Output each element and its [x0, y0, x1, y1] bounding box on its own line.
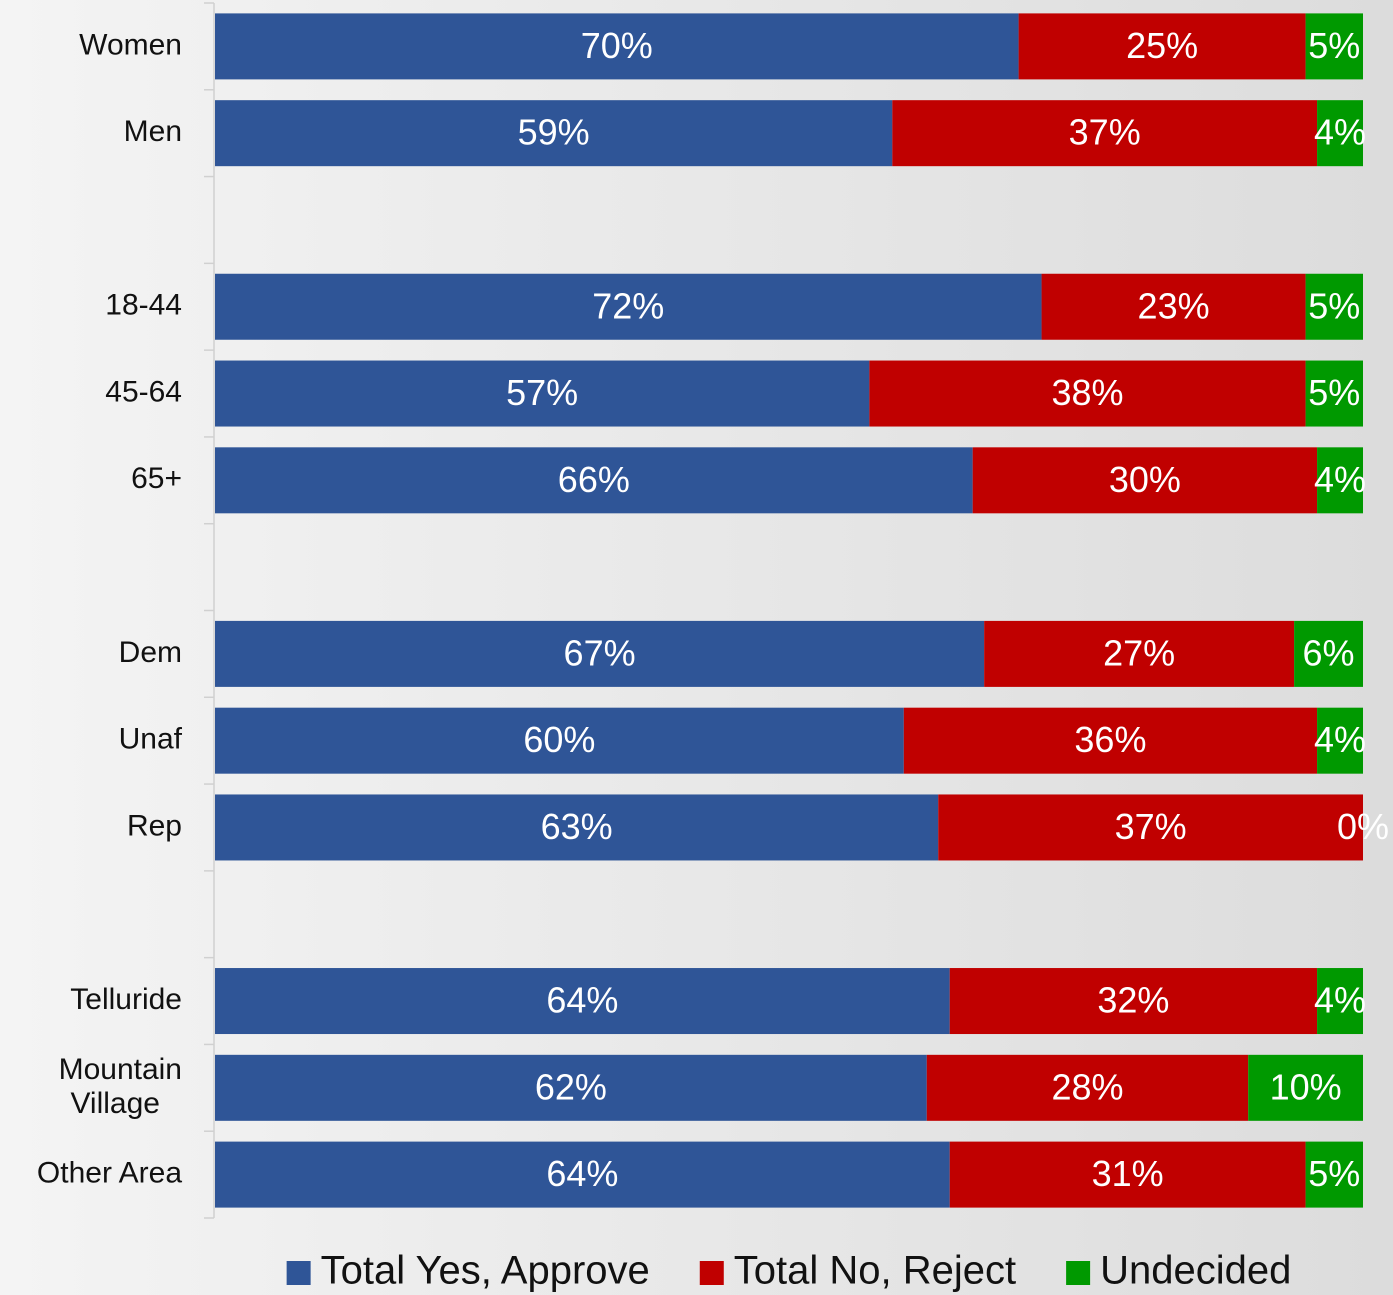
value-label: 37% — [1069, 112, 1141, 153]
legend-swatch — [699, 1261, 724, 1285]
value-label: 70% — [581, 25, 653, 66]
value-label: 63% — [541, 806, 613, 847]
legend-label: Total No, Reject — [734, 1249, 1016, 1293]
legend: Total Yes, Approve Total No, Reject Undeci… — [286, 1249, 1291, 1293]
bar-segment — [215, 100, 893, 167]
value-label: 4% — [1314, 459, 1366, 500]
category-label: Rep — [127, 809, 182, 842]
category-label: Telluride — [70, 983, 182, 1016]
legend-label: Undecided — [1100, 1249, 1291, 1293]
legend-swatch — [1066, 1261, 1091, 1285]
value-label: 57% — [506, 372, 578, 413]
bar-segment — [1317, 100, 1363, 167]
value-label: 62% — [535, 1066, 607, 1107]
bar-segment — [215, 360, 870, 427]
value-label: 30% — [1109, 459, 1181, 500]
category-label: Men — [124, 115, 182, 148]
bar-segment — [1317, 447, 1363, 514]
value-label: 64% — [546, 980, 618, 1021]
category-label: 45-64 — [105, 375, 182, 408]
bar-segment — [926, 1054, 1249, 1121]
value-label: 6% — [1303, 632, 1355, 673]
category-label: Women — [79, 28, 182, 61]
bar-segment — [1305, 360, 1363, 427]
bar-segment — [215, 273, 1042, 340]
value-label: 23% — [1138, 285, 1210, 326]
legend-label: Total Yes, Approve — [321, 1249, 650, 1293]
value-label: 5% — [1308, 25, 1360, 66]
value-label: 31% — [1092, 1153, 1164, 1194]
category-label: Mountain Village — [59, 1053, 182, 1120]
value-label: 32% — [1097, 980, 1169, 1021]
value-label: 4% — [1314, 719, 1366, 760]
bar-segment — [215, 794, 939, 861]
bar-segment — [949, 968, 1318, 1035]
value-label: 72% — [592, 285, 664, 326]
value-label: 67% — [564, 632, 636, 673]
bar-segment — [1317, 707, 1363, 774]
bar-segment — [215, 447, 973, 514]
bar-segment — [938, 794, 1363, 861]
value-label: 4% — [1314, 980, 1366, 1021]
bar-segment — [1305, 1141, 1363, 1208]
bar-segment — [1041, 273, 1306, 340]
bar-segment — [215, 620, 985, 687]
bar-segment — [892, 100, 1318, 167]
value-label: 60% — [523, 719, 595, 760]
value-label: 28% — [1051, 1066, 1123, 1107]
category-label: Unaf — [119, 723, 183, 756]
value-label: 66% — [558, 459, 630, 500]
category-label: 18-44 — [105, 289, 182, 322]
value-label: 36% — [1074, 719, 1146, 760]
bar-segment — [1248, 1054, 1363, 1121]
value-label: 0% — [1337, 806, 1389, 847]
value-label: 10% — [1270, 1066, 1342, 1107]
bar-segment — [215, 1054, 927, 1121]
bar-segment — [215, 707, 904, 774]
bar-segment — [1305, 273, 1363, 340]
value-label: 25% — [1126, 25, 1198, 66]
value-label: 59% — [518, 112, 590, 153]
value-label: 4% — [1314, 112, 1366, 153]
category-label: Dem — [119, 636, 182, 669]
value-label: 5% — [1308, 372, 1360, 413]
bar-segment — [1018, 13, 1306, 80]
bar-segment — [972, 447, 1318, 514]
bar-segment — [1317, 968, 1363, 1035]
bar-segment — [215, 13, 1019, 80]
value-label: 64% — [546, 1153, 618, 1194]
bar-segment — [215, 968, 950, 1035]
bar-segment — [984, 620, 1295, 687]
bar-segment — [949, 1141, 1306, 1208]
value-label: 37% — [1115, 806, 1187, 847]
value-label: 27% — [1103, 632, 1175, 673]
legend-swatch — [286, 1261, 311, 1285]
category-label: 65+ — [131, 462, 182, 495]
bar-segment — [869, 360, 1306, 427]
bar-segment — [1305, 13, 1363, 80]
value-label: 5% — [1308, 285, 1360, 326]
bar-segment — [903, 707, 1318, 774]
value-label: 38% — [1051, 372, 1123, 413]
bar-segment — [1294, 620, 1363, 687]
bar-segment — [215, 1141, 950, 1208]
category-label: Other Area — [37, 1157, 182, 1190]
value-label: 5% — [1308, 1153, 1360, 1194]
